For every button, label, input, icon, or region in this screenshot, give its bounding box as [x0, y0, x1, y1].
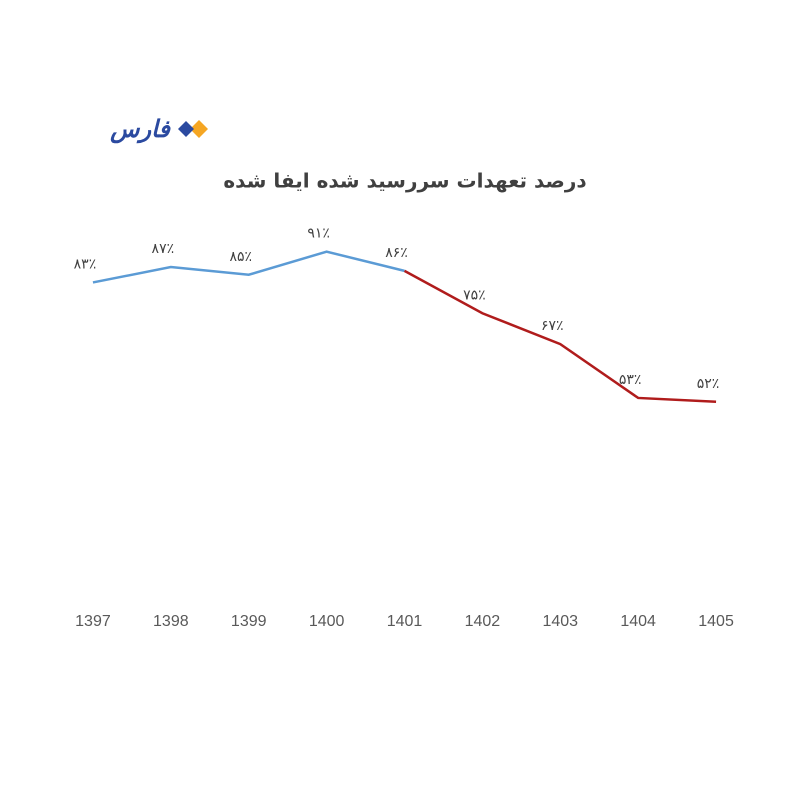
value-label: ۵۲٪ [697, 376, 720, 392]
value-label: ۸۷٪ [152, 241, 175, 257]
x-tick-label: 1404 [620, 613, 656, 630]
value-label: ۶۷٪ [541, 318, 564, 334]
value-label: ۸۵٪ [229, 249, 252, 265]
value-label: ۸۶٪ [385, 245, 408, 261]
value-label: ۸۳٪ [74, 256, 97, 272]
chart-title: درصد تعهدات سررسید شده ایفا شده [223, 169, 586, 193]
value-label: ۵۳٪ [619, 372, 642, 388]
x-tick-label: 1399 [231, 613, 267, 630]
logo: فارس [109, 115, 171, 144]
x-tick-label: 1397 [75, 613, 111, 630]
line-series [403, 269, 717, 404]
x-tick-label: 1402 [465, 613, 501, 630]
value-label: ۷۵٪ [463, 287, 486, 303]
value-label: ۹۱٪ [307, 226, 330, 242]
x-tick-label: 1400 [309, 613, 345, 630]
x-tick-label: 1405 [698, 613, 734, 630]
logo-mark [178, 120, 208, 138]
x-tick-label: 1398 [153, 613, 189, 630]
line-series [92, 250, 405, 284]
x-tick-label: 1403 [542, 613, 578, 630]
x-tick-label: 1401 [387, 613, 423, 630]
